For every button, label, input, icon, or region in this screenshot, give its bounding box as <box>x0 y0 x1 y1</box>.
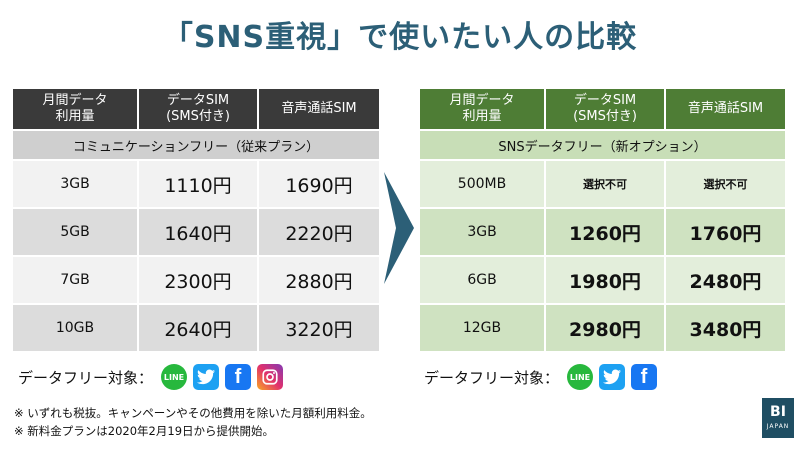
voice-sim-price: 1760円 <box>664 207 787 257</box>
data-free-targets-left: データフリー対象： LINE f <box>18 364 289 390</box>
facebook-icon: f <box>225 364 252 390</box>
voice-sim-price: 2880円 <box>257 255 381 305</box>
data-sim-price: 1110円 <box>137 159 259 209</box>
table-row: 7GB 2300円 2880円 <box>11 255 381 305</box>
capacity-cell: 3GB <box>11 159 139 209</box>
header-capacity: 月間データ 利用量 <box>418 87 546 131</box>
instagram-icon <box>257 364 284 390</box>
table-row: 10GB 2640円 3220円 <box>11 303 381 353</box>
line-icon: LINE <box>567 364 594 390</box>
data-sim-price: 2640円 <box>137 303 259 353</box>
table-row: 5GB 1640円 2220円 <box>11 207 381 257</box>
header-data-sim: データSIM (SMS付き) <box>544 87 666 131</box>
facebook-icon: f <box>631 364 658 390</box>
data-sim-price: 選択不可 <box>544 159 666 209</box>
table-row: 6GB 1980円 2480円 <box>418 255 787 305</box>
table-row: 12GB 2980円 3480円 <box>418 303 787 353</box>
section-label: SNSデータフリー（新オプション） <box>418 129 787 161</box>
data-free-label: データフリー対象： <box>18 368 154 387</box>
capacity-cell: 6GB <box>418 255 546 305</box>
capacity-cell: 12GB <box>418 303 546 353</box>
data-free-label: データフリー対象： <box>424 368 560 387</box>
capacity-cell: 500MB <box>418 159 546 209</box>
conventional-plan-table: 月間データ 利用量 データSIM (SMS付き) 音声通話SIM コミュニケーション… <box>11 87 381 353</box>
voice-sim-price: 2220円 <box>257 207 381 257</box>
line-icon: LINE <box>161 364 188 390</box>
capacity-cell: 7GB <box>11 255 139 305</box>
bi-japan-logo: BI JAPAN <box>762 398 794 438</box>
table-row: 500MB 選択不可 選択不可 <box>418 159 787 209</box>
voice-sim-price: 3480円 <box>664 303 787 353</box>
voice-sim-price: 2480円 <box>664 255 787 305</box>
header-capacity-line2: 利用量 <box>55 109 95 124</box>
voice-sim-price: 選択不可 <box>664 159 787 209</box>
data-sim-price: 1980円 <box>544 255 666 305</box>
data-free-targets-right: データフリー対象： LINE f <box>424 364 663 390</box>
footnote: ※ いずれも税抜。キャンペーンやその他費用を除いた月額利用料金。 <box>14 406 372 420</box>
table-row: 3GB 1260円 1760円 <box>418 207 787 257</box>
twitter-icon <box>599 364 626 390</box>
capacity-cell: 10GB <box>11 303 139 353</box>
header-voice-sim: 音声通話SIM <box>664 87 787 131</box>
footnote: ※ 新料金プランは2020年2月19日から提供開始。 <box>14 424 275 438</box>
capacity-cell: 3GB <box>418 207 546 257</box>
footnotes: ※ いずれも税抜。キャンペーンやその他費用を除いた月額利用料金。 ※ 新料金プラ… <box>14 404 372 440</box>
header-capacity: 月間データ 利用量 <box>11 87 139 131</box>
twitter-icon <box>193 364 220 390</box>
header-data-sim: データSIM (SMS付き) <box>137 87 259 131</box>
sns-plan-table: 月間データ 利用量 データSIM (SMS付き) 音声通話SIM SNSデータフリー… <box>418 87 787 353</box>
data-sim-price: 2300円 <box>137 255 259 305</box>
capacity-cell: 5GB <box>11 207 139 257</box>
page-title: 「SNS重視」で使いたい人の比較 <box>162 20 638 55</box>
arrow-right-icon <box>384 172 414 284</box>
section-label: コミュニケーションフリー（従来プラン） <box>11 129 381 161</box>
data-sim-price: 2980円 <box>544 303 666 353</box>
data-sim-price: 1260円 <box>544 207 666 257</box>
data-sim-price: 1640円 <box>137 207 259 257</box>
table-row: 3GB 1110円 1690円 <box>11 159 381 209</box>
voice-sim-price: 3220円 <box>257 303 381 353</box>
voice-sim-price: 1690円 <box>257 159 381 209</box>
header-capacity-line1: 月間データ <box>42 93 108 108</box>
header-voice-sim: 音声通話SIM <box>257 87 381 131</box>
